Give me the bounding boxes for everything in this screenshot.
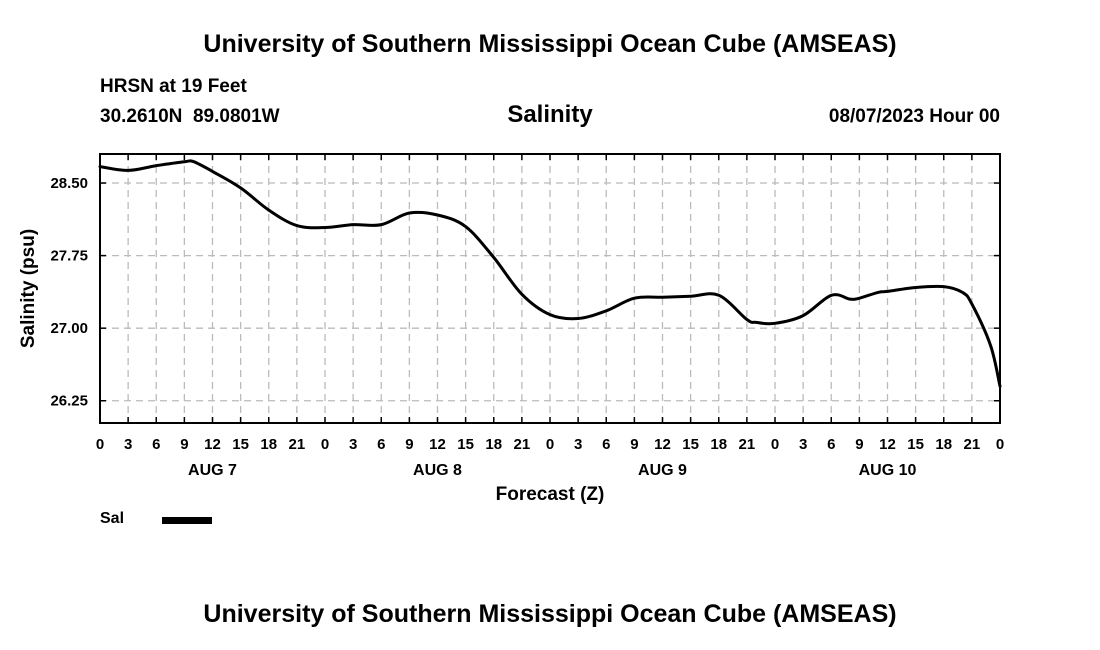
x-tick-label: 18 <box>710 436 727 453</box>
coordinates-label: 30.2610N 89.0801W <box>100 106 280 127</box>
x-tick-label: 15 <box>457 436 474 453</box>
x-tick-label: 18 <box>935 436 952 453</box>
x-tick-label: 18 <box>485 436 502 453</box>
x-tick-label: 0 <box>996 436 1004 453</box>
x-tick-label: 21 <box>739 436 756 453</box>
series-line-salinity <box>98 159 1002 388</box>
day-label: AUG 10 <box>859 462 917 479</box>
x-tick-label: 6 <box>827 436 835 453</box>
chart-title: University of Southern Mississippi Ocean… <box>203 30 897 58</box>
x-tick-label: 3 <box>799 436 807 453</box>
x-tick-label: 9 <box>405 436 413 453</box>
legend-swatch <box>162 517 212 524</box>
x-tick-label: 12 <box>429 436 446 453</box>
y-tick-label: 27.00 <box>50 320 88 337</box>
x-tick-label: 15 <box>682 436 699 453</box>
x-tick-label: 15 <box>907 436 924 453</box>
x-tick-label: 15 <box>232 436 249 453</box>
x-tick-label: 18 <box>260 436 277 453</box>
y-axis-label: Salinity (psu) <box>18 229 39 348</box>
day-label: AUG 7 <box>188 462 237 479</box>
x-tick-label: 6 <box>602 436 610 453</box>
day-label: AUG 8 <box>413 462 462 479</box>
x-tick-label: 6 <box>152 436 160 453</box>
y-tick-label: 26.25 <box>50 393 88 410</box>
y-tick-label: 27.75 <box>50 248 88 265</box>
x-tick-label: 0 <box>546 436 554 453</box>
day-label: AUG 9 <box>638 462 687 479</box>
legend-label: Sal <box>100 510 125 527</box>
plot-frame <box>99 153 1001 424</box>
x-tick-label: 9 <box>855 436 863 453</box>
x-tick-label: 0 <box>771 436 779 453</box>
datetime-label: 08/07/2023 Hour 00 <box>828 106 1000 127</box>
x-tick-label: 0 <box>96 436 104 453</box>
x-tick-label: 12 <box>879 436 896 453</box>
x-tick-label: 3 <box>574 436 582 453</box>
x-tick-label: 12 <box>204 436 221 453</box>
variable-title: Salinity <box>507 101 593 128</box>
station-label: HRSN at 19 Feet <box>100 76 247 97</box>
x-tick-label: 21 <box>514 436 531 453</box>
x-tick-label: 9 <box>180 436 188 453</box>
footer-title: University of Southern Mississippi Ocean… <box>203 600 897 628</box>
x-tick-label: 3 <box>349 436 357 453</box>
x-tick-label: 0 <box>321 436 329 453</box>
x-tick-label: 21 <box>964 436 981 453</box>
y-tick-label: 28.50 <box>50 175 88 192</box>
x-tick-label: 3 <box>124 436 132 453</box>
x-tick-label: 6 <box>377 436 385 453</box>
x-axis-label: Forecast (Z) <box>496 484 605 505</box>
x-tick-label: 21 <box>289 436 306 453</box>
x-tick-label: 12 <box>654 436 671 453</box>
x-tick-label: 9 <box>630 436 638 453</box>
